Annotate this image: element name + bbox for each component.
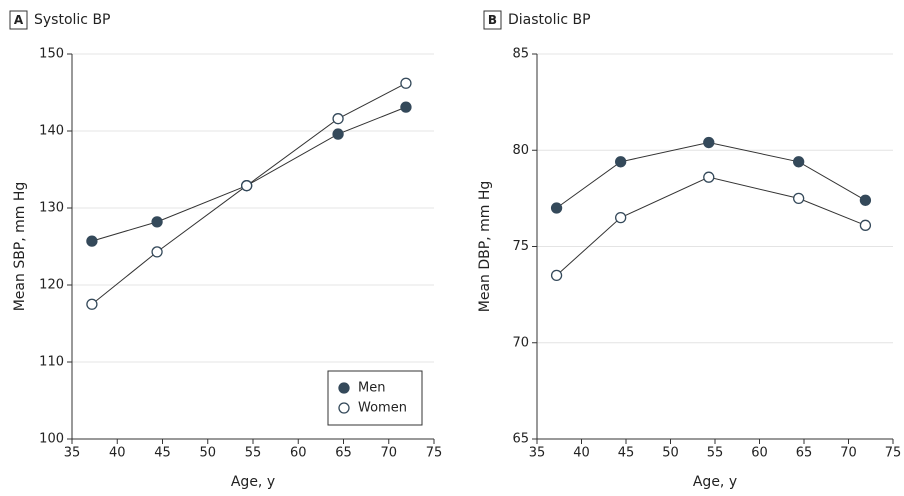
marker	[703, 136, 715, 149]
x-tick-label: 75	[426, 446, 443, 461]
x-tick-label: 60	[290, 446, 307, 461]
marker	[703, 171, 715, 183]
marker	[793, 156, 805, 168]
x-axis-label: Age, y	[231, 474, 275, 490]
x-tick-label: 75	[885, 446, 902, 461]
x-tick-label: 35	[529, 446, 546, 461]
panel-title: Diastolic BP	[508, 12, 591, 28]
panel-label-box	[483, 10, 502, 30]
marker	[400, 101, 412, 113]
y-tick-label: 100	[39, 432, 64, 447]
marker	[859, 219, 872, 231]
marker	[615, 211, 627, 224]
legend-box	[327, 370, 423, 426]
y-tick-label: 130	[39, 201, 64, 216]
marker	[615, 156, 627, 168]
x-tick-label: 60	[751, 446, 768, 461]
y-tick-label: 65	[512, 432, 529, 447]
y-tick-label: 75	[512, 239, 529, 254]
x-tick-label: 55	[245, 446, 262, 461]
x-tick-label: 45	[154, 446, 171, 461]
x-tick-label: 70	[380, 446, 397, 461]
y-tick-label: 80	[512, 143, 529, 158]
x-tick-label: 65	[335, 446, 352, 461]
legend-label: Men	[358, 381, 385, 396]
x-tick-label: 70	[840, 446, 857, 461]
x-tick-label: 50	[199, 446, 216, 461]
marker	[550, 269, 563, 282]
panel-label: A	[14, 13, 24, 27]
x-tick-label: 65	[796, 446, 813, 461]
series-line	[91, 106, 407, 242]
marker	[332, 128, 344, 140]
y-axis-label: Mean SBP, mm Hg	[12, 182, 28, 312]
x-tick-label: 40	[109, 446, 126, 461]
series-line	[556, 176, 866, 276]
marker	[400, 77, 412, 89]
y-tick-label: 140	[39, 124, 64, 139]
x-tick-label: 55	[707, 446, 724, 461]
x-tick-label: 50	[662, 446, 679, 461]
marker	[859, 194, 872, 206]
x-tick-label: 35	[64, 446, 81, 461]
panel-label: B	[488, 13, 497, 27]
x-tick-label: 40	[573, 446, 590, 461]
y-tick-label: 70	[512, 335, 529, 350]
marker	[86, 298, 98, 310]
marker	[793, 192, 805, 205]
marker	[241, 180, 253, 192]
x-tick-label: 45	[618, 446, 635, 461]
marker	[151, 246, 163, 258]
marker	[151, 216, 163, 228]
series-line	[91, 82, 407, 305]
legend-marker	[338, 382, 350, 394]
legend-marker	[338, 402, 350, 414]
marker	[550, 202, 563, 214]
y-axis-label: Mean DBP, mm Hg	[477, 181, 493, 312]
y-tick-label: 150	[39, 47, 64, 62]
legend-label: Women	[358, 401, 407, 416]
marker	[86, 235, 98, 247]
panel-title: Systolic BP	[34, 12, 111, 28]
y-tick-label: 85	[512, 47, 529, 62]
x-axis-label: Age, y	[693, 474, 737, 490]
y-tick-label: 110	[39, 355, 64, 370]
y-tick-label: 120	[39, 278, 64, 293]
marker	[332, 113, 344, 125]
panel-label-box	[9, 10, 28, 30]
